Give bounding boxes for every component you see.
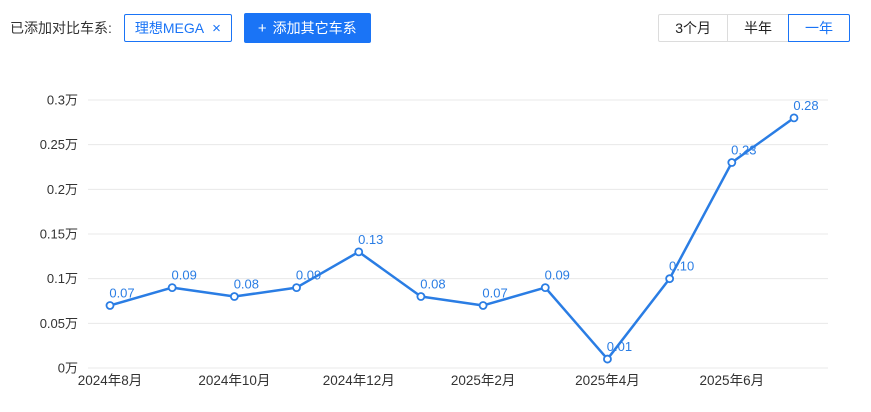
range-button-3months[interactable]: 3个月 [658,14,728,42]
data-point-label: 0.09 [545,268,570,283]
sales-trend-line-chart: 0万 0.05万 0.1万 0.15万 0.2万 0.25万 0.3万 2024年8月 2024… [40,93,828,388]
data-point-label: 0.13 [358,232,383,247]
data-point[interactable] [789,113,799,123]
y-axis-tick-label: 0.15万 [40,227,78,242]
range-button-half-year[interactable]: 半年 [727,14,789,42]
x-axis-tick-label: 2024年12月 [323,373,395,388]
toolbar: 已添加对比车系: 理想MEGA × + 添加其它车系 3个月 半年 一年 [10,12,850,44]
data-point[interactable] [292,283,301,293]
data-point[interactable] [167,283,177,293]
data-point-label: 0.07 [482,285,507,300]
series-tag-lixiang-mega[interactable]: 理想MEGA × [123,14,232,42]
data-point-label: 0.28 [793,98,818,113]
data-point-label: 0.07 [109,285,134,300]
y-axis-tick-label: 0.1万 [47,271,78,286]
data-point-label: 0.09 [172,268,197,283]
x-axis-tick-label: 2025年6月 [700,373,765,388]
y-axis-tick-label: 0.3万 [47,93,78,108]
remove-series-icon[interactable]: × [212,19,221,37]
data-point[interactable] [105,301,115,310]
x-axis-tick-label: 2024年8月 [78,373,143,388]
data-point[interactable] [665,274,675,284]
data-point[interactable] [478,301,488,310]
data-point[interactable] [416,292,426,301]
add-series-button-label: 添加其它车系 [272,20,357,36]
chart-area: 0万 0.05万 0.1万 0.15万 0.2万 0.25万 0.3万 2024年8月 2024… [0,60,871,407]
y-axis-tick-label: 0.05万 [40,316,78,331]
data-point[interactable] [229,292,239,301]
data-point[interactable] [354,247,364,257]
data-point[interactable] [727,158,737,167]
plus-icon: + [257,19,267,37]
data-point-label: 0.09 [296,268,321,283]
y-axis-tick-label: 0.25万 [40,137,78,152]
x-axis-tick-label: 2025年2月 [451,373,516,388]
added-series-label: 已添加对比车系: [10,20,112,36]
data-point-label: 0.23 [731,143,756,158]
x-axis-tick-label: 2024年10月 [198,373,270,388]
data-point-label: 0.08 [234,277,259,292]
data-point[interactable] [603,354,612,364]
trend-line [108,116,796,361]
y-axis-tick-label: 0万 [58,361,78,376]
x-axis-tick-label: 2025年4月 [575,373,640,388]
y-axis-tick-label: 0.2万 [47,182,78,197]
data-point-label: 0.08 [420,277,445,292]
data-point[interactable] [540,283,550,293]
add-series-button[interactable]: + 添加其它车系 [243,13,371,43]
range-button-one-year[interactable]: 一年 [788,14,850,42]
series-tag-label: 理想MEGA [134,20,205,36]
time-range-switcher: 3个月 半年 一年 [658,14,850,42]
data-point-label: 0.01 [607,339,632,354]
data-point-label: 0.10 [669,259,694,274]
